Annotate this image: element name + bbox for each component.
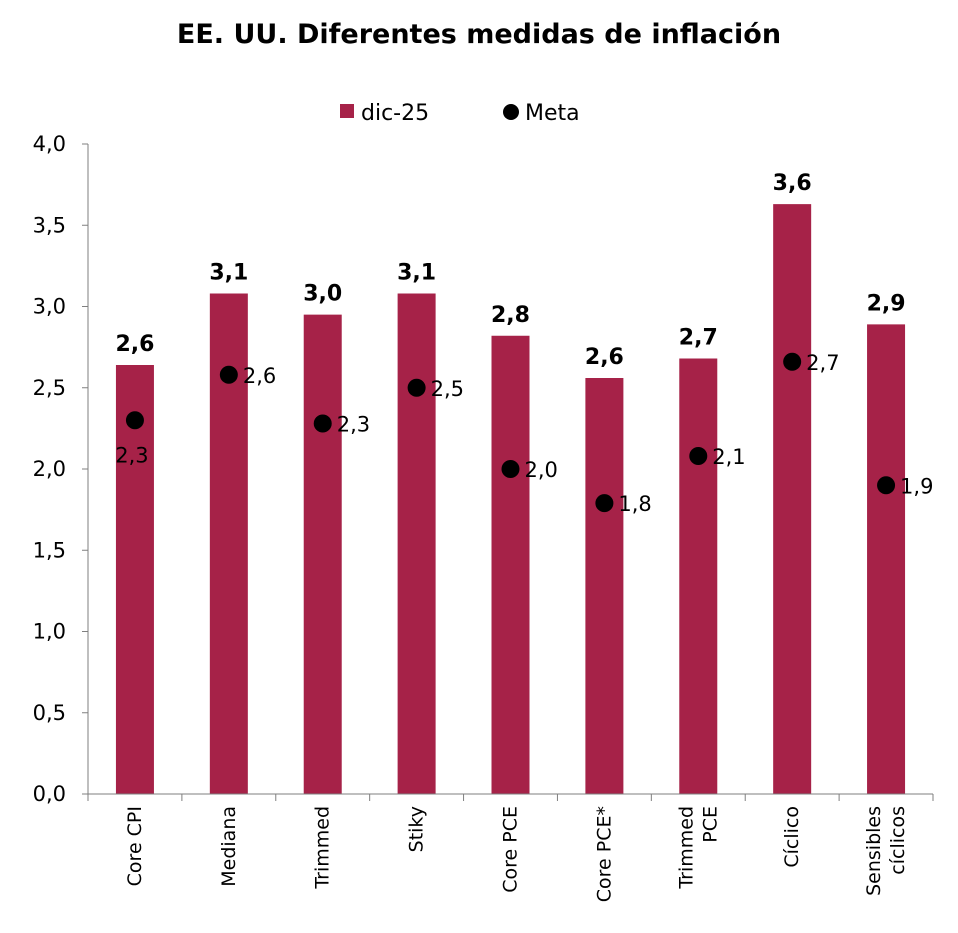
category-label-line: PCE bbox=[699, 806, 721, 843]
meta-value-label: 1,9 bbox=[900, 474, 933, 498]
bar-value-label: 2,9 bbox=[867, 291, 906, 316]
legend-swatch-bar bbox=[340, 104, 354, 118]
bar-value-label: 2,6 bbox=[115, 332, 154, 357]
bar-value-label: 2,6 bbox=[585, 345, 624, 370]
point-series: 2,3 2,6 2,3 2,5 2,0 1,8 2,1 2,7 1,9 bbox=[115, 351, 933, 516]
y-tick-label: 0,0 bbox=[33, 782, 66, 806]
meta-point bbox=[219, 365, 238, 384]
y-tick-label: 1,0 bbox=[33, 620, 66, 644]
meta-point bbox=[689, 447, 708, 465]
y-tick-label: 4,0 bbox=[33, 132, 66, 156]
legend-label-point: Meta bbox=[525, 101, 580, 126]
category-label-line: Core PCE bbox=[500, 806, 522, 893]
bar-value-label: 3,0 bbox=[303, 282, 342, 307]
category-label-line: Stiky bbox=[406, 806, 428, 852]
y-tick-label: 3,0 bbox=[33, 295, 66, 319]
meta-value-label: 2,0 bbox=[525, 458, 558, 482]
category-label: Trimmed PCE bbox=[675, 806, 721, 890]
meta-value-label: 2,3 bbox=[115, 443, 148, 467]
category-label-line: Trimmed bbox=[675, 806, 697, 890]
bar-value-label: 3,1 bbox=[397, 261, 436, 286]
category-label: Mediana bbox=[218, 806, 240, 887]
category-label: Sensibles cíclicos bbox=[863, 806, 909, 896]
bar bbox=[303, 314, 342, 794]
meta-value-label: 2,6 bbox=[243, 364, 276, 388]
bar-value-label: 2,8 bbox=[491, 303, 530, 328]
y-axis: 0,0 0,5 1,0 1,5 2,0 2,5 3,0 3,5 4,0 bbox=[33, 132, 89, 806]
bar bbox=[491, 335, 530, 794]
category-label: Stiky bbox=[406, 806, 428, 852]
meta-point bbox=[595, 494, 614, 513]
y-tick-label: 2,5 bbox=[33, 376, 66, 400]
legend: dic-25 Meta bbox=[340, 101, 580, 126]
y-tick-label: 0,5 bbox=[33, 701, 66, 725]
x-axis: Core CPI Mediana Trimmed Stiky Core PCE Core … bbox=[87, 793, 934, 902]
category-label-line: Trimmed bbox=[312, 806, 334, 890]
category-label-line: Core CPI bbox=[124, 806, 146, 886]
y-tick-label: 3,5 bbox=[33, 213, 66, 237]
meta-value-label: 2,1 bbox=[712, 445, 745, 469]
bar bbox=[773, 204, 812, 794]
bar bbox=[679, 358, 718, 794]
y-tick-label: 1,5 bbox=[33, 538, 66, 562]
y-tick-label: 2,0 bbox=[33, 457, 66, 481]
meta-point bbox=[877, 476, 896, 495]
meta-value-label: 2,3 bbox=[337, 413, 370, 437]
category-label-line: Mediana bbox=[218, 806, 240, 887]
chart-title: EE. UU. Diferentes medidas de inflación bbox=[177, 19, 781, 50]
category-label-line: Core PCE* bbox=[593, 806, 615, 902]
category-label-line: Cíclico bbox=[781, 806, 803, 868]
bar-value-label: 2,7 bbox=[679, 326, 718, 351]
meta-value-label: 2,5 bbox=[431, 377, 464, 401]
bar-series: 2,6 3,1 3,0 3,1 2,8 2,6 2,7 3,6 2,9 bbox=[115, 171, 906, 794]
bar-value-label: 3,1 bbox=[209, 261, 248, 286]
category-label: Trimmed bbox=[312, 806, 334, 890]
bar-value-label: 3,6 bbox=[773, 171, 812, 196]
meta-point bbox=[407, 378, 426, 397]
bar bbox=[397, 293, 436, 794]
category-label: Core PCE* bbox=[593, 806, 615, 902]
meta-value-label: 2,7 bbox=[806, 351, 839, 375]
category-label-line: cíclicos bbox=[887, 806, 909, 875]
category-label-line: Sensibles bbox=[863, 806, 885, 896]
legend-label-bar: dic-25 bbox=[361, 101, 429, 126]
meta-point bbox=[501, 460, 520, 478]
meta-point bbox=[313, 414, 332, 433]
bar bbox=[115, 365, 154, 794]
meta-value-label: 1,8 bbox=[618, 492, 651, 516]
meta-point bbox=[783, 352, 802, 371]
category-label: Core CPI bbox=[124, 806, 146, 886]
category-label: Cíclico bbox=[781, 806, 803, 868]
legend-swatch-point bbox=[503, 104, 519, 120]
meta-point bbox=[125, 411, 144, 430]
bar bbox=[867, 324, 906, 794]
category-label: Core PCE bbox=[500, 806, 522, 893]
bar bbox=[585, 378, 624, 794]
